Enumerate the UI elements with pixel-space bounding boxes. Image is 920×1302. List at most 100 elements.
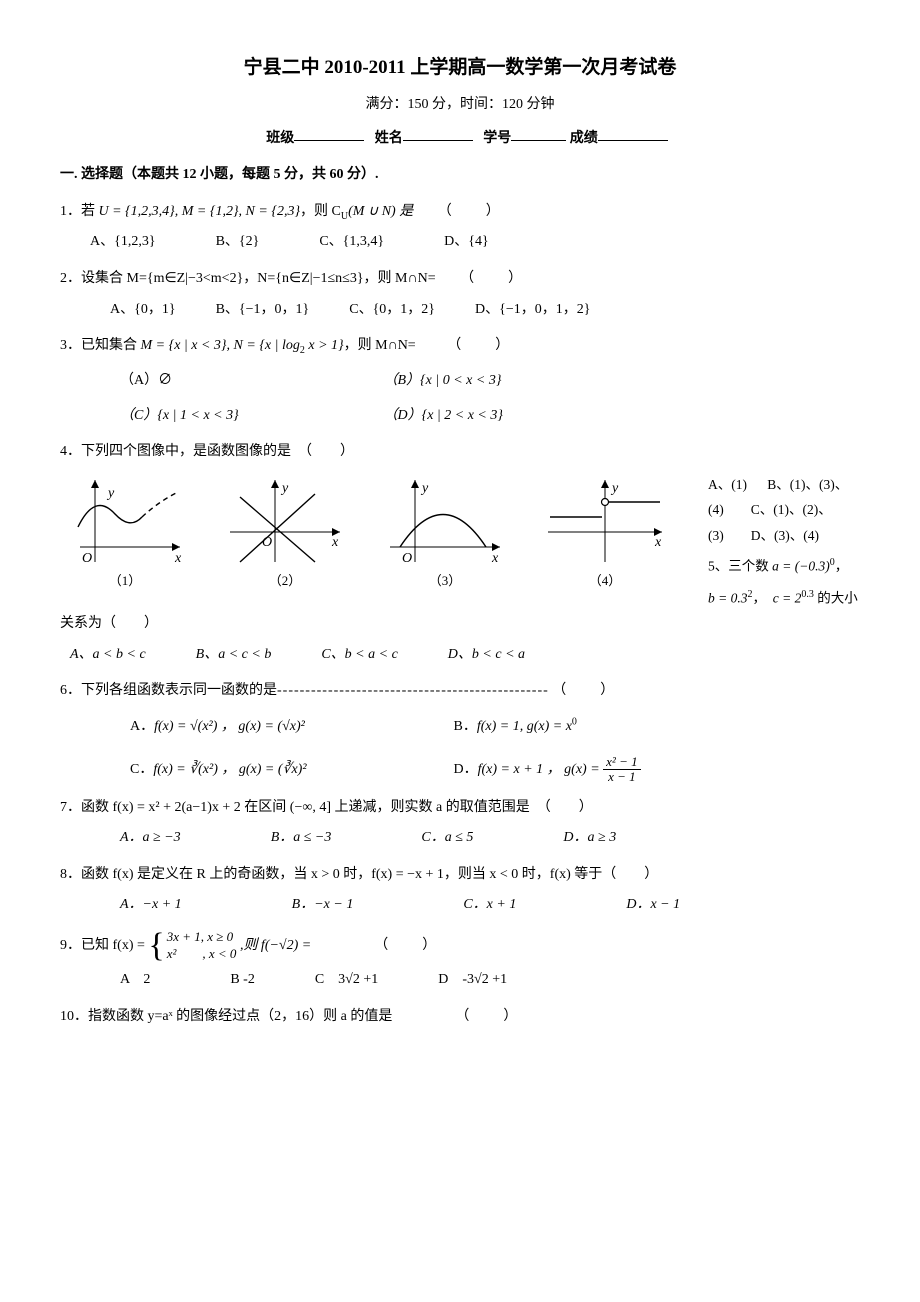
full-score-label: 满分：: [366, 97, 408, 112]
q7-options: A．a ≥ −3 B．a ≤ −3 C．a ≤ 5 D．a ≥ 3: [120, 825, 860, 852]
q5-tail: 的大小: [814, 590, 858, 605]
q6-a-expr: f(x) = √(x²) ， g(x) = (√x)²: [154, 719, 305, 734]
q6-b-expr: f(x) = 1, g(x) = x: [477, 719, 572, 734]
graph-2-label: （2）: [220, 569, 350, 594]
q6-opt-d[interactable]: D．f(x) = x + 1 ， g(x) = x² − 1x − 1: [454, 762, 641, 777]
q4-opt-b[interactable]: B、(1)、(3)、: [767, 477, 848, 492]
svg-text:O: O: [402, 551, 412, 566]
q3-opt-b[interactable]: （B）{x | 0 < x < 3}: [384, 373, 502, 388]
q1-opt-a[interactable]: A、{1,2,3}: [90, 229, 156, 256]
q6-opt-b[interactable]: B．f(x) = 1, g(x) = x0: [454, 719, 577, 734]
q9-blank[interactable]: （ ）: [374, 938, 438, 953]
q6-opt-c[interactable]: C．f(x) = ∛(x²) ， g(x) = (∛x)²: [130, 757, 450, 784]
q6-a-label: A．: [130, 719, 154, 734]
graph-1-svg: y x O: [60, 472, 190, 567]
q6-c-label: C．: [130, 762, 153, 777]
q4-opt-d[interactable]: D、(3)、(4): [751, 528, 819, 543]
student-info-line: 班级 姓名 学号 成绩: [60, 125, 860, 152]
q9-opt-a[interactable]: A 2: [120, 967, 150, 994]
question-4: 4．下列四个图像中，是函数图像的是 （ ）: [60, 439, 860, 466]
graph-2: y x O （2）: [220, 472, 350, 594]
q5-opt-a[interactable]: A、a < b < c: [70, 642, 146, 669]
q9-opt-d[interactable]: D -3√2 +1: [438, 967, 507, 994]
svg-text:y: y: [280, 481, 289, 496]
q1-options: A、{1,2,3} B、{2} C、{1,3,4} D、{4}: [90, 229, 860, 256]
q10-stem: 10．指数函数 y=aˣ 的图像经过点（2，16）则 a 的值是: [60, 1009, 392, 1024]
full-score: 150 分，: [408, 97, 461, 112]
q3-opt-a[interactable]: （A）∅: [120, 368, 380, 395]
id-label: 学号: [483, 130, 511, 145]
time-label: 时间：: [460, 97, 502, 112]
q8-opt-c[interactable]: C．x + 1: [463, 892, 516, 919]
q1-opt-c[interactable]: C、{1,3,4}: [319, 229, 384, 256]
q6-d-frac: x² − 1x − 1: [603, 755, 640, 785]
q6-c-expr: f(x) = ∛(x²) ， g(x) = (∛x)²: [153, 762, 306, 777]
q2-stem: 2．设集合 M={m∈Z|−3<m<2}，N={n∈Z|−1≤n≤3}，则 M∩…: [60, 271, 436, 286]
q2-blank[interactable]: （ ）: [460, 271, 524, 286]
q7-opt-a[interactable]: A．a ≥ −3: [120, 825, 181, 852]
q1-stem-c: ，则 C: [300, 204, 341, 219]
q8-opt-b[interactable]: B．−x − 1: [292, 892, 354, 919]
q9-stem-b: ,则 f(−√2) =: [240, 938, 311, 953]
q9-piece2: x² , x < 0: [167, 946, 237, 963]
graph-1: y x O （1）: [60, 472, 190, 594]
question-1: 1．若 U = {1,2,3,4}, M = {1,2}, N = {2,3}，…: [60, 199, 860, 226]
q1-blank[interactable]: （ ）: [438, 204, 502, 219]
question-8: 8．函数 f(x) 是定义在 R 上的奇函数，当 x > 0 时，f(x) = …: [60, 862, 860, 889]
q2-opt-d[interactable]: D、{−1，0，1，2}: [475, 297, 590, 324]
q4-opt-c[interactable]: C、(1)、(2)、: [751, 502, 832, 517]
q3-opt-d[interactable]: （D）{x | 2 < x < 3}: [384, 408, 503, 423]
graph-4-svg: y x: [540, 472, 670, 567]
q5-opt-d[interactable]: D、b < c < a: [448, 642, 525, 669]
q1-sets: U = {1,2,3,4}, M = {1,2}, N = {2,3}: [99, 204, 301, 219]
q6-row2: C．f(x) = ∛(x²) ， g(x) = (∛x)² D．f(x) = x…: [130, 755, 860, 785]
q2-opt-b[interactable]: B、{−1，0，1}: [216, 297, 310, 324]
q9-opt-c[interactable]: C 3√2 +1: [315, 967, 378, 994]
q3-blank[interactable]: （ ）: [447, 338, 511, 353]
q6-b-label: B．: [454, 719, 477, 734]
q3-stem-c: ，则 M∩N=: [344, 338, 416, 353]
q5-c-expr: c = 2: [773, 590, 802, 605]
svg-text:x: x: [174, 551, 182, 566]
q3-options-row1: （A）∅ （B）{x | 0 < x < 3}: [120, 368, 860, 395]
q6-d-num: x² − 1: [603, 755, 640, 770]
q9-piece1: 3x + 1, x ≥ 0: [167, 929, 237, 946]
svg-text:y: y: [106, 486, 115, 501]
q9-opt-b[interactable]: B -2: [230, 967, 255, 994]
q6-blank[interactable]: （ ）: [552, 683, 616, 698]
q4-opt-a[interactable]: A、(1): [708, 477, 747, 492]
q5-opt-c[interactable]: C、b < a < c: [321, 642, 397, 669]
q5-b-expr: b = 0.3: [708, 590, 748, 605]
q9-options: A 2 B -2 C 3√2 +1 D -3√2 +1: [120, 967, 860, 994]
q6-d-den: x − 1: [603, 770, 640, 784]
id-blank[interactable]: [511, 125, 566, 142]
svg-text:y: y: [610, 481, 619, 496]
q1-opt-d[interactable]: D、{4}: [444, 229, 489, 256]
graph-2-svg: y x O: [220, 472, 350, 567]
score-label: 成绩: [570, 130, 598, 145]
name-blank[interactable]: [403, 125, 473, 142]
class-blank[interactable]: [294, 125, 364, 142]
q2-opt-a[interactable]: A、{0，1}: [110, 297, 176, 324]
q7-opt-c[interactable]: C．a ≤ 5: [421, 825, 473, 852]
q6-stem: 6．下列各组函数表示同一函数的是: [60, 683, 277, 698]
q1-stem-d: (M ∪ N) 是: [348, 204, 413, 219]
q2-opt-c[interactable]: C、{0，1，2}: [349, 297, 435, 324]
q6-dots: ----------------------------------------…: [277, 683, 549, 698]
q8-opt-d[interactable]: D．x − 1: [626, 892, 680, 919]
q3-opt-c[interactable]: （C）{x | 1 < x < 3}: [120, 403, 380, 430]
score-blank[interactable]: [598, 125, 668, 142]
q3-stem-a: 3．已知集合: [60, 338, 141, 353]
q10-blank[interactable]: （ ）: [455, 1009, 519, 1024]
question-9: 9．已知 f(x) = { 3x + 1, x ≥ 0 x² , x < 0 ,…: [60, 929, 860, 963]
section-1-heading: 一. 选择题（本题共 12 小题，每题 5 分，共 60 分）.: [60, 162, 860, 189]
q1-opt-b[interactable]: B、{2}: [216, 229, 260, 256]
q3-set-n-tail: x > 1}: [305, 338, 344, 353]
q5-opt-b[interactable]: B、a < c < b: [196, 642, 272, 669]
exam-title: 宁县二中 2010-2011 上学期高一数学第一次月考试卷: [60, 50, 860, 86]
q5-a-expr: a = (−0.3): [772, 558, 830, 573]
q8-opt-a[interactable]: A．−x + 1: [120, 892, 182, 919]
q6-opt-a[interactable]: A．f(x) = √(x²) ， g(x) = (√x)²: [130, 714, 450, 741]
q7-opt-d[interactable]: D．a ≥ 3: [563, 825, 616, 852]
q7-opt-b[interactable]: B．a ≤ −3: [271, 825, 332, 852]
